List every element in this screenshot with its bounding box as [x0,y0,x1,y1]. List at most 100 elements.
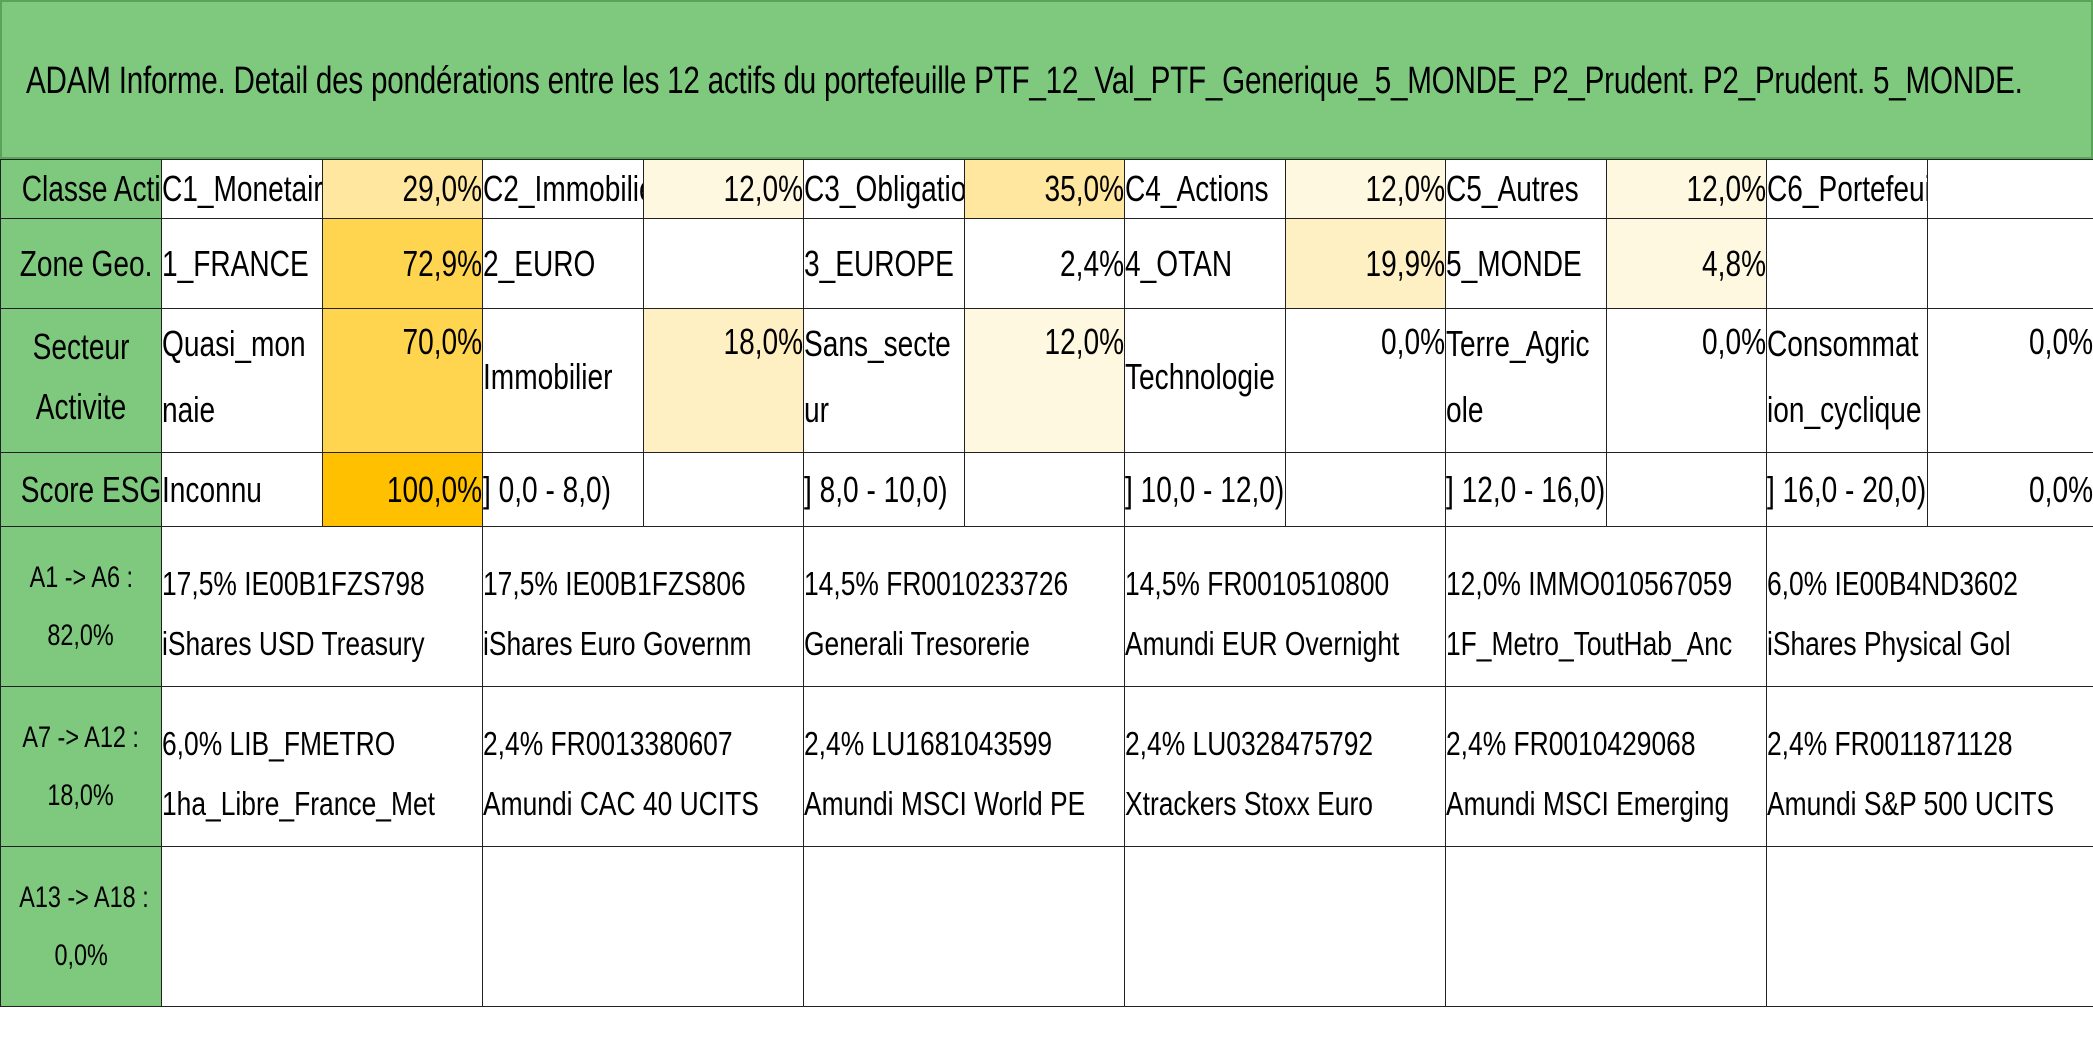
asset-group-range: A7 -> A12 : [22,720,140,754]
secteur-name-cell: Sans_secteur [803,308,965,453]
classe-name: C5_Autres [1446,168,1579,209]
secteur-name-cell: Technologie [1124,308,1286,453]
title-bar: ADAM Informe. Detail des pondérations en… [0,0,2093,159]
row-classe: Classe Actif C1_Monetaire 29,0% C2_Immobili… [0,159,2093,219]
asset-fund-name [805,934,1061,994]
asset-fund-name: Generali Tresorerie [804,624,1030,662]
row-header-esg: Score ESG [0,452,162,527]
secteur-name-cell: Consommation_cyclique [1766,308,1928,453]
asset-cell: 17,5% IE00B1FZS798 iShares USD Treasury [161,526,483,687]
row-label: Classe Actif [21,168,162,209]
asset-cell [161,846,483,1007]
classe-pct-cell: 12,0% [1285,159,1446,219]
esg-pct: 0,0% [2028,468,2093,510]
secteur-name-cell: Terre_Agricole [1445,308,1607,453]
zone-pct: 72,9% [402,242,482,284]
secteur-name-cell: Immobilier [482,308,644,453]
asset-fund-name [163,934,419,994]
row-esg: Score ESG Inconnu 100,0%] 0,0 - 8,0)] 8,0 … [0,452,2093,527]
esg-name: ] 16,0 - 20,0) [1767,468,1927,510]
zone-pct-cell: 72,9% [322,218,483,309]
asset-weight-isin [805,874,1061,934]
esg-name: Inconnu [162,468,262,510]
classe-pct-cell: 12,0% [1606,159,1767,219]
classe-pct-cell [1927,159,2093,219]
esg-name-cell: ] 10,0 - 12,0) [1124,452,1286,527]
asset-weight-isin: 17,5% IE00B1FZS798 [162,564,425,602]
asset-weight-isin: 12,0% IMMO010567059 [1446,564,1733,602]
asset-cell [803,846,1125,1007]
esg-name: ] 8,0 - 10,0) [804,468,948,510]
asset-weight-isin: 2,4% LU1681043599 [804,724,1053,762]
asset-fund-name: Amundi EUR Overnight [1125,624,1400,662]
asset-cell: 2,4% LU1681043599 Amundi MSCI World PE [803,686,1125,847]
asset-cell [1766,846,2093,1007]
classe-pct: 12,0% [723,168,803,209]
classe-name: C2_Immobilier [483,168,643,209]
asset-group-header: A1 -> A6 : 82,0% [0,526,162,687]
secteur-pct-cell: 18,0% [643,308,804,453]
classe-pct: 35,0% [1044,168,1124,209]
classe-name: C6_Portefeuille [1767,168,1927,209]
row-header-zone: Zone Geo. [0,218,162,309]
asset-fund-name [1447,934,1703,994]
asset-group-row: A1 -> A6 : 82,0% 17,5% IE00B1FZS798 iShares… [0,526,2093,687]
zone-name: 5_MONDE [1446,242,1582,284]
asset-group-weight: 18,0% [47,778,115,812]
asset-fund-name: iShares Physical Gol [1767,624,2011,662]
asset-weight-isin [163,874,419,934]
zone-pct: 19,9% [1365,242,1445,284]
asset-weight-isin: 17,5% IE00B1FZS806 [483,564,746,602]
asset-group-range: A1 -> A6 : [29,560,133,594]
asset-group-row: A13 -> A18 : 0,0% [0,846,2093,1007]
classe-pct-cell: 12,0% [643,159,804,219]
asset-fund-name: Xtrackers Stoxx Euro [1125,784,1373,822]
row-label-line1: Secteur [32,325,130,367]
asset-cell: 14,5% FR0010510800 Amundi EUR Overnight [1124,526,1446,687]
asset-cell: 14,5% FR0010233726 Generali Tresorerie [803,526,1125,687]
asset-fund-name: 1ha_Libre_France_Met [162,784,435,822]
esg-name: ] 12,0 - 16,0) [1446,468,1606,510]
row-label: Zone Geo. [19,242,153,284]
classe-pct-cell: 29,0% [322,159,483,219]
secteur-pct: 12,0% [1044,321,1124,362]
secteur-name: Consommation_cyclique [1767,322,1922,430]
secteur-pct-cell: 0,0% [1285,308,1446,453]
asset-fund-name: Amundi CAC 40 UCITS [483,784,759,822]
asset-weight-isin [1447,874,1703,934]
classe-name-cell: C2_Immobilier [482,159,644,219]
asset-weight-isin: 2,4% FR0013380607 [483,724,733,762]
secteur-pct-cell: 0,0% [1927,308,2093,453]
esg-name-cell: Inconnu [161,452,323,527]
classe-name: C3_Obligations [804,168,965,209]
zone-name-cell [1766,218,1928,309]
esg-pct-cell [1285,452,1446,527]
secteur-pct: 18,0% [723,321,803,362]
secteur-name: Terre_Agricole [1446,322,1590,430]
row-zone: Zone Geo. 1_FRANCE 72,9% 2_EURO 3_EUROPE 2,4%… [0,218,2093,309]
secteur-pct: 70,0% [402,321,482,362]
asset-group-weight: 82,0% [47,618,115,652]
zone-pct-cell: 4,8% [1606,218,1767,309]
asset-fund-name: Amundi MSCI Emerging [1446,784,1730,822]
esg-pct-cell: 0,0% [1927,452,2093,527]
row-header-secteur: Secteur Activite [0,308,162,453]
row-label: Score ESG [20,468,162,510]
classe-name: C4_Actions [1125,168,1269,209]
secteur-pct: 0,0% [1701,321,1766,362]
asset-cell: 2,4% FR0010429068 Amundi MSCI Emerging [1445,686,1767,847]
asset-weight-isin: 6,0% IE00B4ND3602 [1767,564,2018,602]
zone-pct: 2,4% [1059,242,1124,284]
zone-name: 1_FRANCE [162,242,309,284]
esg-name-cell: ] 12,0 - 16,0) [1445,452,1607,527]
zone-name-cell: 2_EURO [482,218,644,309]
classe-pct: 29,0% [402,168,482,209]
zone-name: 4_OTAN [1125,242,1233,284]
secteur-name-cell: Quasi_monnaie [161,308,323,453]
secteur-pct: 0,0% [2028,321,2093,362]
classe-name-cell: C6_Portefeuille [1766,159,1928,219]
secteur-name: Technologie [1125,355,1275,397]
row-label-line2: Activite [35,385,127,427]
zone-pct-cell [1927,218,2093,309]
secteur-pct-cell: 70,0% [322,308,483,453]
